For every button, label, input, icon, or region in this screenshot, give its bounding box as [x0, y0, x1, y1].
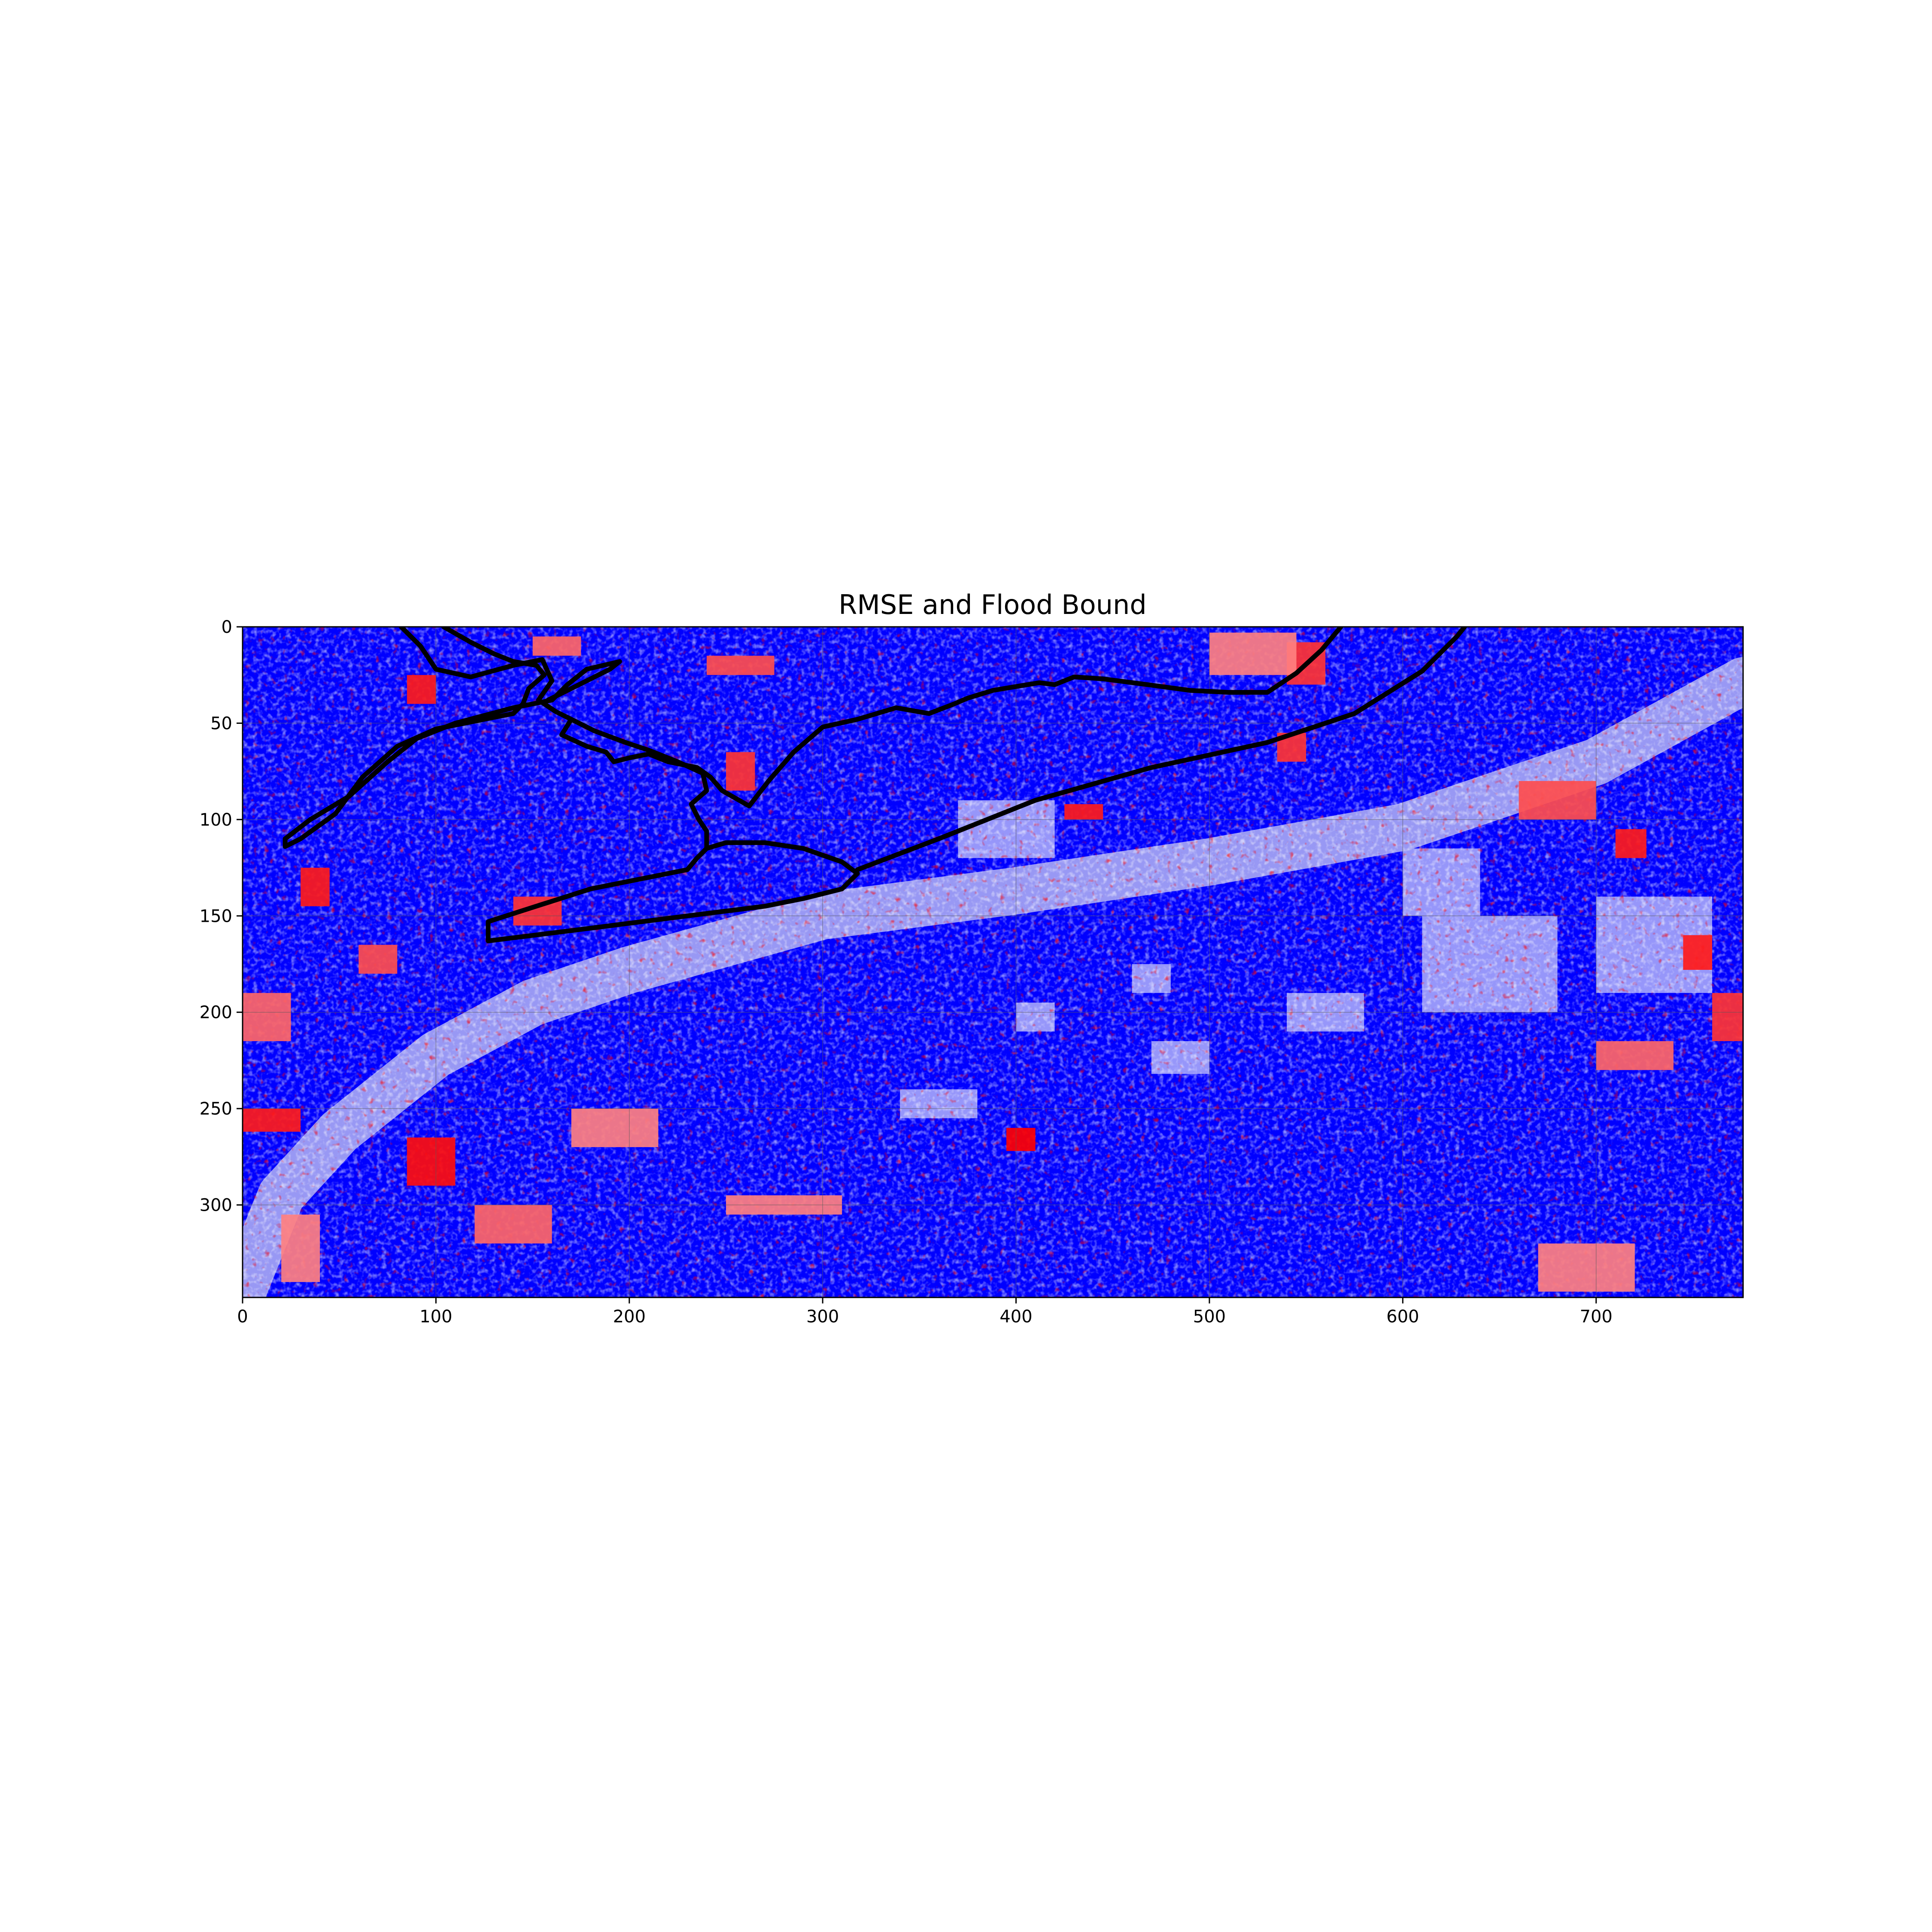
heatmap-speckle-red [243, 627, 1743, 1297]
chart-title: RMSE and Flood Bound [838, 589, 1146, 620]
hot-region-4 [1209, 632, 1297, 675]
plot-area: 0 100 200 300 400 500 600 700 0 50 100 150 200 250 30… [200, 617, 1744, 1327]
flood-bound-line-2 [486, 717, 860, 944]
hot-region-8 [407, 1137, 456, 1186]
y-tick-label-50: 50 [210, 714, 232, 733]
x-tick-label-300: 300 [806, 1307, 839, 1327]
x-tick-label-0: 0 [237, 1307, 248, 1327]
y-tick-label-200: 200 [200, 1003, 232, 1023]
hot-region-16 [1596, 1041, 1674, 1070]
hot-region-1 [532, 636, 581, 656]
flood-bound-lines [283, 627, 1467, 944]
flood-bound-line-0 [398, 627, 1343, 808]
y-tick-label-150: 150 [200, 906, 232, 926]
hot-region-6 [301, 868, 330, 906]
plot-frame [242, 626, 1744, 1298]
hot-region-5 [726, 752, 755, 791]
x-tick-label-400: 400 [999, 1307, 1032, 1327]
hot-region-13 [1519, 781, 1596, 820]
hot-region-0 [407, 675, 436, 704]
hot-region-2 [706, 656, 775, 675]
x-tick-label-100: 100 [419, 1307, 452, 1327]
hot-region-20 [474, 1205, 552, 1244]
hot-region-17 [1538, 1243, 1635, 1292]
y-tick-label-100: 100 [200, 810, 232, 830]
x-tick-label-700: 700 [1580, 1307, 1613, 1327]
heatmap-image [243, 627, 1743, 1297]
hot-region-10 [1006, 1128, 1036, 1151]
hot-region-23 [358, 945, 398, 974]
hot-region-14 [1615, 829, 1646, 858]
y-tick-label-250: 250 [200, 1099, 232, 1119]
hot-region-11 [243, 1109, 301, 1132]
x-tick-label-600: 600 [1386, 1307, 1419, 1327]
y-tick-label-300: 300 [200, 1196, 232, 1215]
x-tick-label-200: 200 [613, 1307, 646, 1327]
y-tick-label-0: 0 [222, 617, 232, 637]
y-axis: 0 50 100 150 200 250 300 [200, 617, 243, 1215]
hot-region-24 [1712, 993, 1743, 1042]
x-tick-label-500: 500 [1193, 1307, 1226, 1327]
hot-region-21 [1064, 804, 1103, 820]
hot-region-9 [571, 1109, 659, 1147]
hot-region-15 [1683, 935, 1712, 970]
hot-region-18 [243, 993, 291, 1042]
flood-bound-line-3 [855, 627, 1467, 872]
flood-bound-line-1 [283, 627, 622, 849]
hot-region-19 [281, 1214, 320, 1282]
x-axis: 0 100 200 300 400 500 600 700 [237, 1297, 1613, 1327]
